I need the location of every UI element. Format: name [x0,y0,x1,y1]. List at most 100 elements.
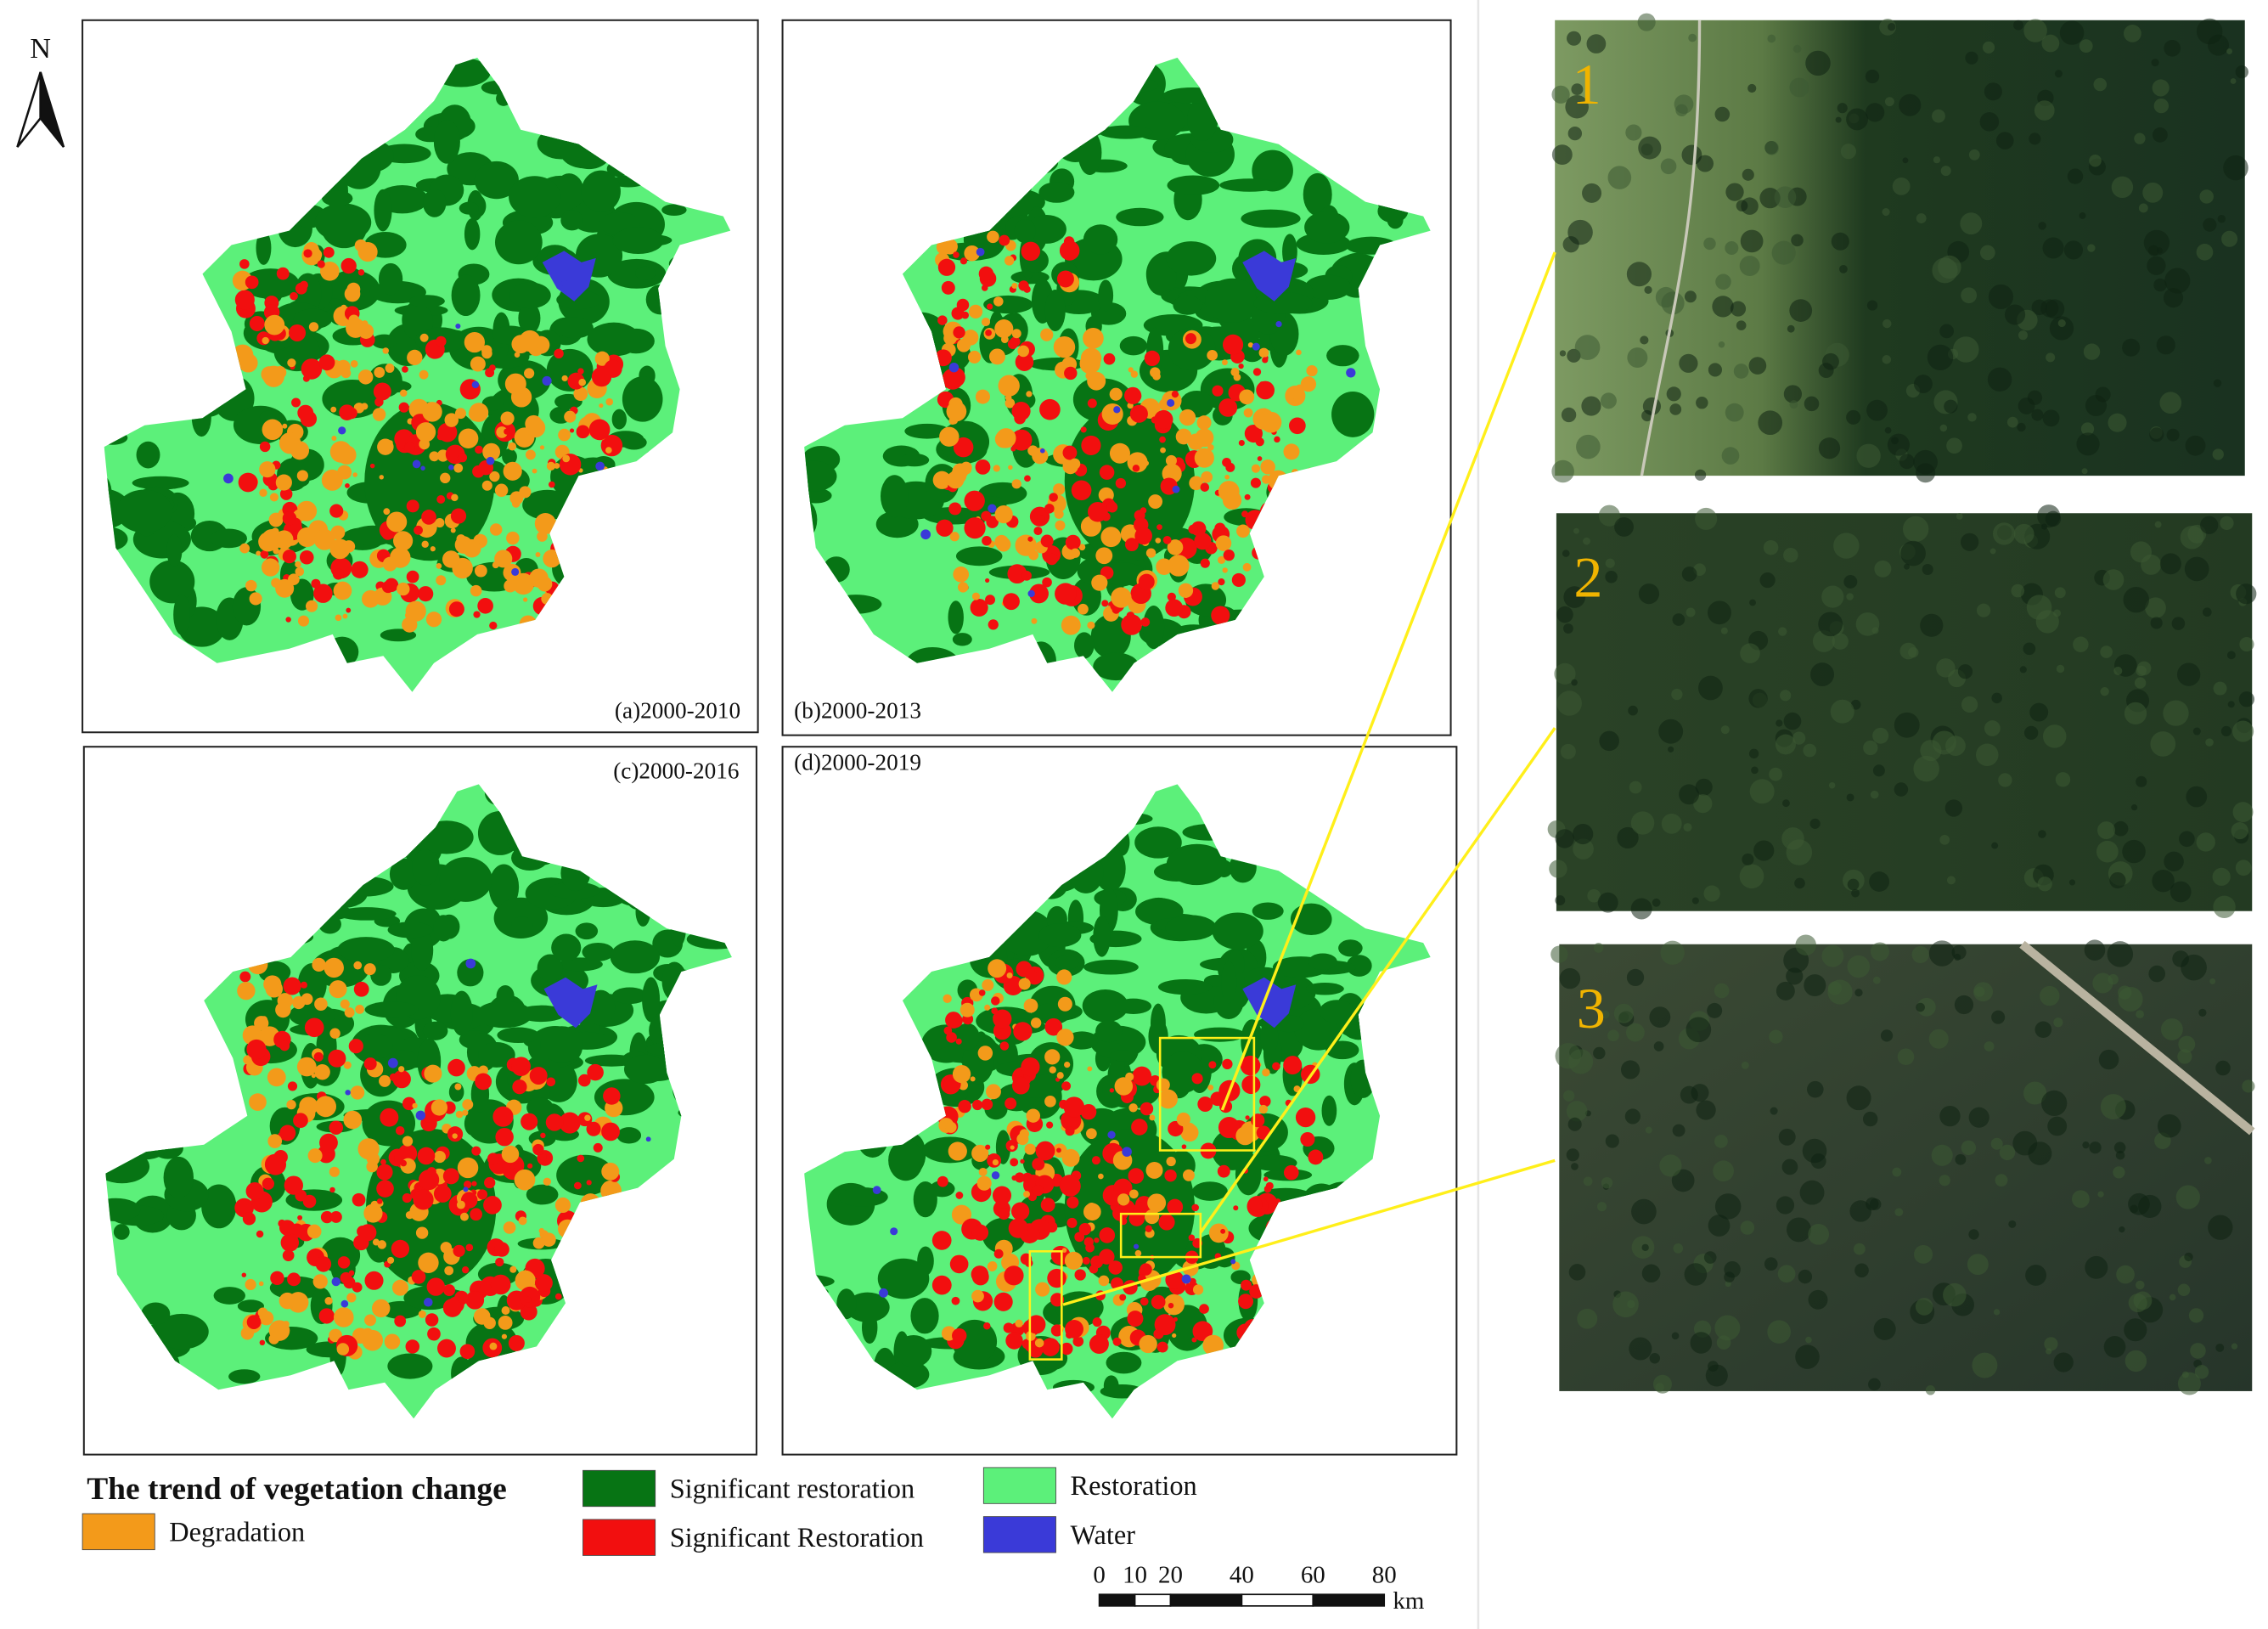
map-patch [994,534,1009,550]
map-patch [559,454,582,476]
tree-canopy [1922,564,1933,575]
tree-canopy [1828,781,1836,789]
map-patch [1296,349,1302,356]
water-patch [387,1057,398,1068]
tree-canopy [1887,433,1911,456]
tree-canopy [1872,764,1885,777]
map-patch [1088,502,1108,522]
tree-canopy [1707,600,1731,625]
map-patch [412,1102,418,1109]
map-patch [948,1141,967,1161]
map-patch [371,334,397,349]
tree-canopy [2122,338,2141,357]
map-patch [1083,327,1104,349]
map-patch [357,1034,393,1060]
map-patch [1285,386,1306,407]
tree-canopy [2157,1113,2181,1138]
tree-canopy [1715,273,1731,290]
map-patch [402,366,408,373]
map-patch [949,532,960,542]
tree-canopy [1783,385,1803,403]
tree-canopy [1928,1029,1949,1049]
map-patch [975,459,991,475]
tree-canopy [1559,350,1567,357]
map-patch [964,490,985,511]
tree-canopy [1586,34,1607,54]
map-patch [1023,1191,1030,1198]
map-patch [503,1221,516,1234]
map-patch [1245,1115,1250,1120]
map-patch [1087,1066,1093,1072]
map-patch [359,1224,377,1242]
tree-canopy [1703,1251,1717,1264]
map-patch [1098,1275,1110,1287]
map-patch [956,298,970,312]
map-patch [1095,547,1113,565]
map-patch [1094,1237,1100,1243]
map-patch [954,1023,980,1051]
map-patch [436,335,447,347]
tree-canopy [2184,1252,2193,1262]
map-patch [313,528,335,550]
map-patch [344,1007,355,1018]
map-patch [1021,241,1041,262]
map-patch [425,1313,439,1327]
tree-canopy [1818,437,1841,459]
tree-canopy [1778,1128,1796,1146]
map-patch [584,1114,591,1121]
map-patch [262,336,269,345]
water-patch [412,459,421,469]
map-patch [1090,614,1131,659]
map-patch [1305,982,1344,995]
map-patch [1262,408,1269,414]
map-patch [955,1192,964,1199]
map-patch [534,1274,553,1292]
map-patch [577,1074,591,1087]
map-patch [1145,1161,1163,1179]
tree-canopy [2204,1157,2212,1164]
tree-canopy [1686,607,1696,617]
map-patch [559,1112,581,1134]
tree-canopy [1781,1158,1798,1175]
map-patch [399,389,408,397]
map-panel: (d)2000-2019 [781,746,1458,1456]
tree-canopy [2226,48,2233,54]
map-patch [601,1122,620,1141]
tree-canopy [2046,352,2056,363]
tree-canopy [1658,719,1684,744]
tree-canopy [1920,613,1944,637]
tree-canopy [1624,1108,1641,1125]
map-patch [318,1308,335,1324]
map-patch [364,1001,419,1018]
tree-canopy [2134,677,2147,689]
map-patch [1063,1096,1085,1118]
tree-canopy [2212,867,2231,886]
map-patch [1049,493,1058,502]
map-patch [418,1252,439,1273]
map-patch [1168,327,1216,371]
map-patch [442,550,460,568]
tree-canopy [1593,943,1604,953]
map-patch [471,1181,477,1187]
map-patch [964,245,980,262]
tree-canopy [2136,1280,2145,1290]
tree-canopy [1674,94,1694,115]
tree-canopy [1916,1002,1925,1012]
map-patch [586,1121,601,1136]
tree-canopy [1853,1243,1866,1255]
tree-canopy [1714,1134,1728,1148]
map-patch [985,578,990,583]
map-patch [1158,1089,1178,1109]
map-patch [261,558,280,577]
map-patch [569,428,575,433]
map-patch [1185,333,1196,345]
map-patch [1188,1234,1196,1241]
map-patch [995,1130,1011,1164]
map-patch [374,367,386,378]
map-patch [501,1306,510,1315]
map-patch [406,499,419,513]
map-patch [279,488,293,500]
tree-canopy [2163,700,2189,726]
map-patch [545,1113,564,1131]
tree-canopy [1991,842,1999,849]
